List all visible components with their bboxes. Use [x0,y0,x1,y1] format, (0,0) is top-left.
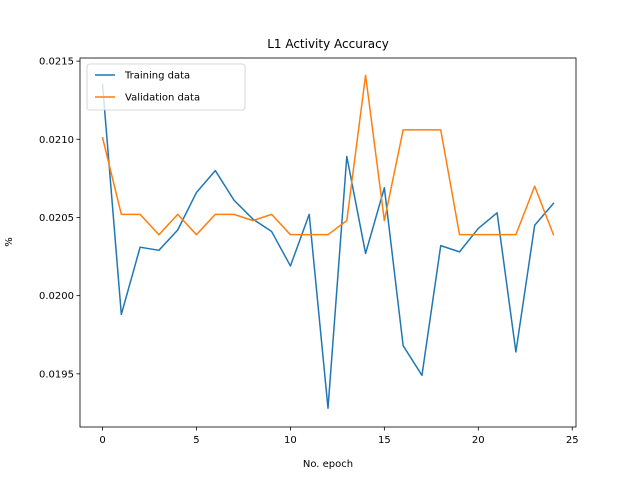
x-tick-label: 15 [378,435,391,446]
x-tick-label: 25 [566,435,579,446]
series-line-2 [101,74,555,236]
y-tick-label: 0.0200 [39,291,74,302]
legend: Training data Validation data [86,63,246,111]
series-layer [101,74,555,409]
series-line-1 [101,83,555,409]
x-tick-label: 5 [193,435,199,446]
y-tick-label: 0.0210 [39,135,74,146]
x-tick-label: 10 [284,435,297,446]
x-axis-label: No. epoch [303,459,353,470]
plot-frame [79,57,577,428]
axes-layer: 0 5 10 15 20 25 0.0195 0.0200 0.0205 0.0210 0.0215 [39,57,579,446]
plot-area [80,58,576,427]
y-axis-label: % [4,237,15,247]
y-tick-label: 0.0195 [39,369,74,380]
x-tick-label: 20 [472,435,485,446]
x-tick-label: 0 [99,435,105,446]
y-tick-label: 0.0205 [39,213,74,224]
y-tick-label: 0.0215 [39,57,74,68]
legend-box [86,63,246,111]
legend-entry-1: Training data [124,71,190,82]
chart-title: L1 Activity Accuracy [267,37,389,51]
legend-entry-2: Validation data [125,93,200,104]
